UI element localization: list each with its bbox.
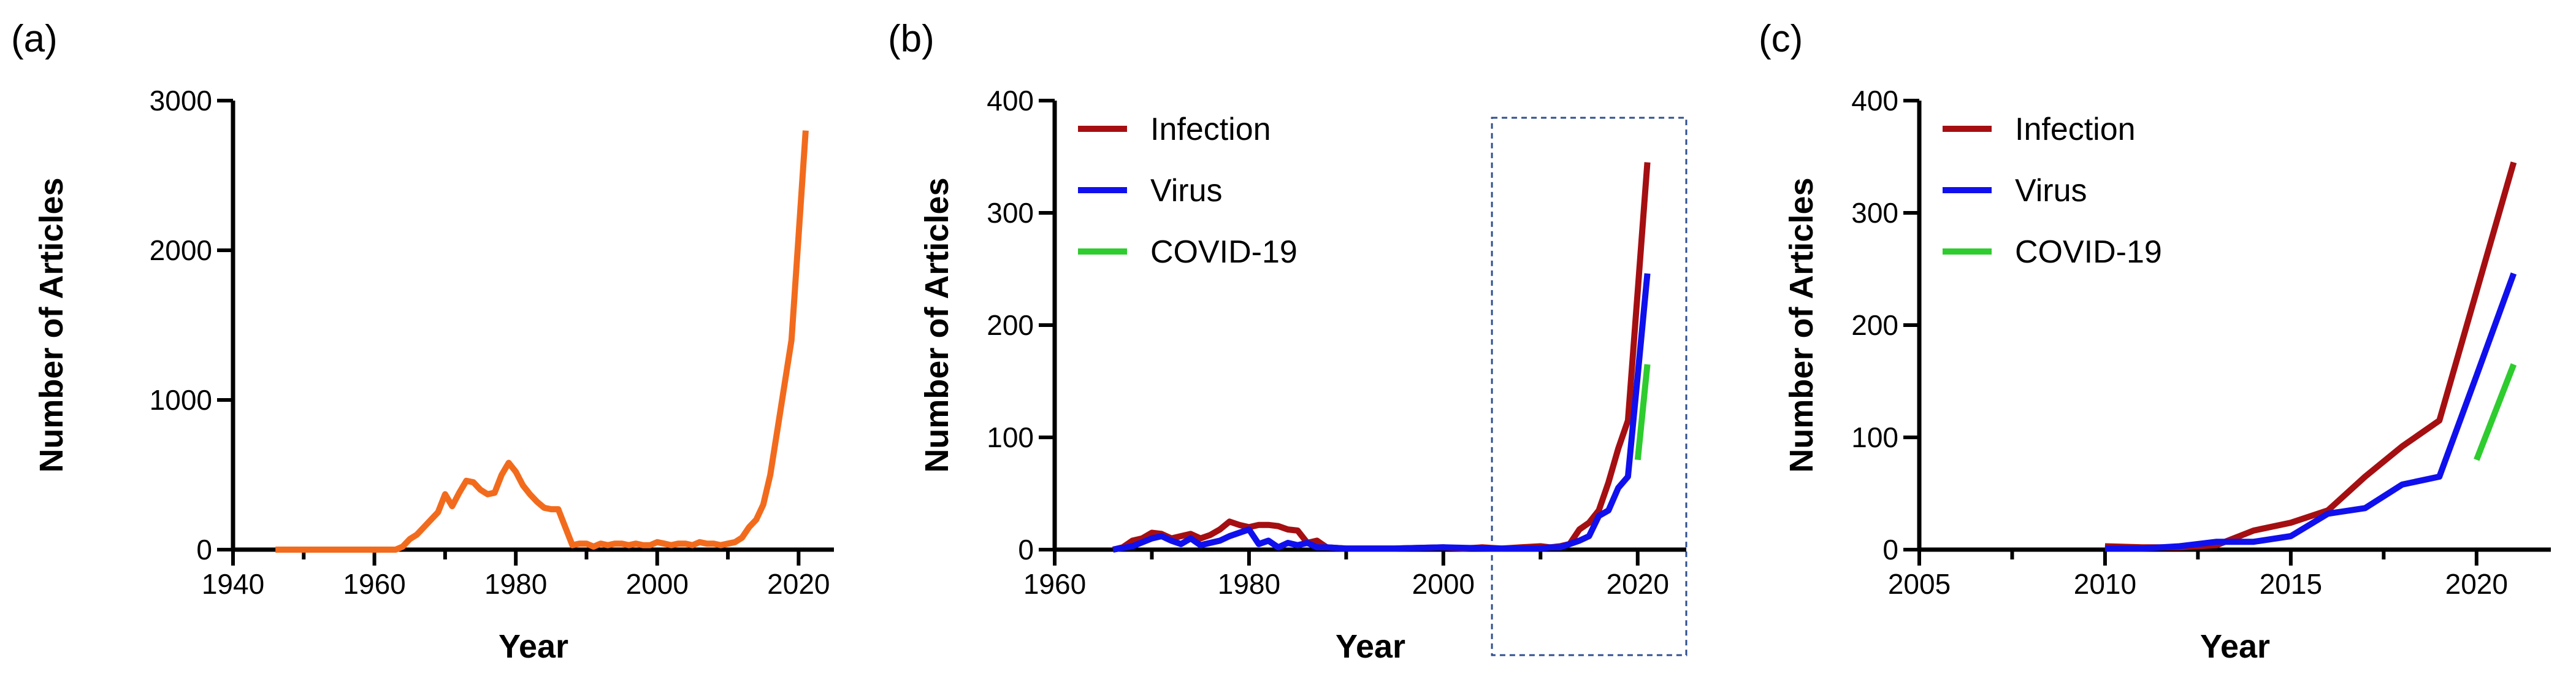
y-tick-label: 0: [1018, 534, 1034, 566]
y-tick-label: 0: [1882, 534, 1898, 566]
y-tick-label: 2000: [150, 234, 212, 266]
y-tick-label: 3000: [150, 85, 212, 117]
x-tick-label: 2010: [2074, 568, 2136, 600]
y-axis-title: Number of Articles: [1783, 177, 1820, 472]
panel-label: (a): [11, 18, 58, 60]
series-line-infection: [2104, 161, 2517, 551]
y-tick-label: 400: [987, 85, 1034, 117]
y-axis-title: Number of Articles: [919, 177, 955, 472]
x-tick-label: 2015: [2260, 568, 2322, 600]
x-axis-title: Year: [2200, 628, 2270, 665]
x-axis-title: Year: [499, 628, 568, 665]
x-tick-label: 1980: [484, 568, 547, 600]
y-tick-label: 1000: [150, 384, 212, 416]
legend-label: COVID-19: [2015, 234, 2162, 270]
x-tick-label: 2020: [2445, 568, 2508, 600]
y-tick-label: 200: [1851, 309, 1898, 341]
series-line-virus: [2104, 272, 2517, 552]
y-tick-label: 300: [987, 197, 1034, 229]
x-tick-label: 1980: [1218, 568, 1280, 600]
series-line-virus: [1112, 273, 1651, 553]
panel-c: (c) 0 100 200 300 400 2005 2010 2015 2020 Year Numb…: [1759, 18, 2551, 665]
y-tick-label: 400: [1851, 85, 1898, 117]
legend-label: Virus: [1150, 173, 1223, 209]
x-tick-label: 1960: [1023, 568, 1086, 600]
y-tick-label: 300: [1851, 197, 1898, 229]
x-tick-label: 2005: [1888, 568, 1951, 600]
y-tick-label: 0: [196, 534, 212, 566]
series-line-articles: [275, 130, 809, 553]
panel-label: (b): [888, 18, 934, 60]
x-tick-label: 2000: [626, 568, 689, 600]
series-line-covid-19: [1634, 364, 1651, 461]
x-tick-label: 1960: [343, 568, 405, 600]
legend-label: COVID-19: [1150, 234, 1298, 270]
legend-label: Infection: [2015, 112, 2136, 147]
y-tick-label: 100: [1851, 421, 1898, 453]
series-line-infection: [1112, 162, 1651, 553]
legend-label: Infection: [1150, 112, 1271, 147]
x-tick-label: 2020: [1607, 568, 1669, 600]
y-tick-label: 200: [987, 309, 1034, 341]
x-axis-title: Year: [1336, 628, 1405, 665]
panel-label: (c): [1759, 18, 1803, 60]
series-line-covid-19: [2474, 363, 2517, 461]
x-tick-label: 1940: [202, 568, 264, 600]
panel-b: (b) 0 100 200 300 400 1960 1980 2000 2020 Year Numb…: [888, 18, 1687, 665]
zoom-highlight-box: [1491, 117, 1687, 656]
y-axis-title: Number of Articles: [33, 177, 70, 472]
legend-label: Virus: [2015, 173, 2087, 209]
panel-a: (a) 0 1000 2000 3000 1940 1960 1980 2000 2020 Year…: [11, 18, 834, 665]
x-tick-label: 2020: [767, 568, 830, 600]
x-tick-label: 2000: [1412, 568, 1475, 600]
y-tick-label: 100: [987, 421, 1034, 453]
